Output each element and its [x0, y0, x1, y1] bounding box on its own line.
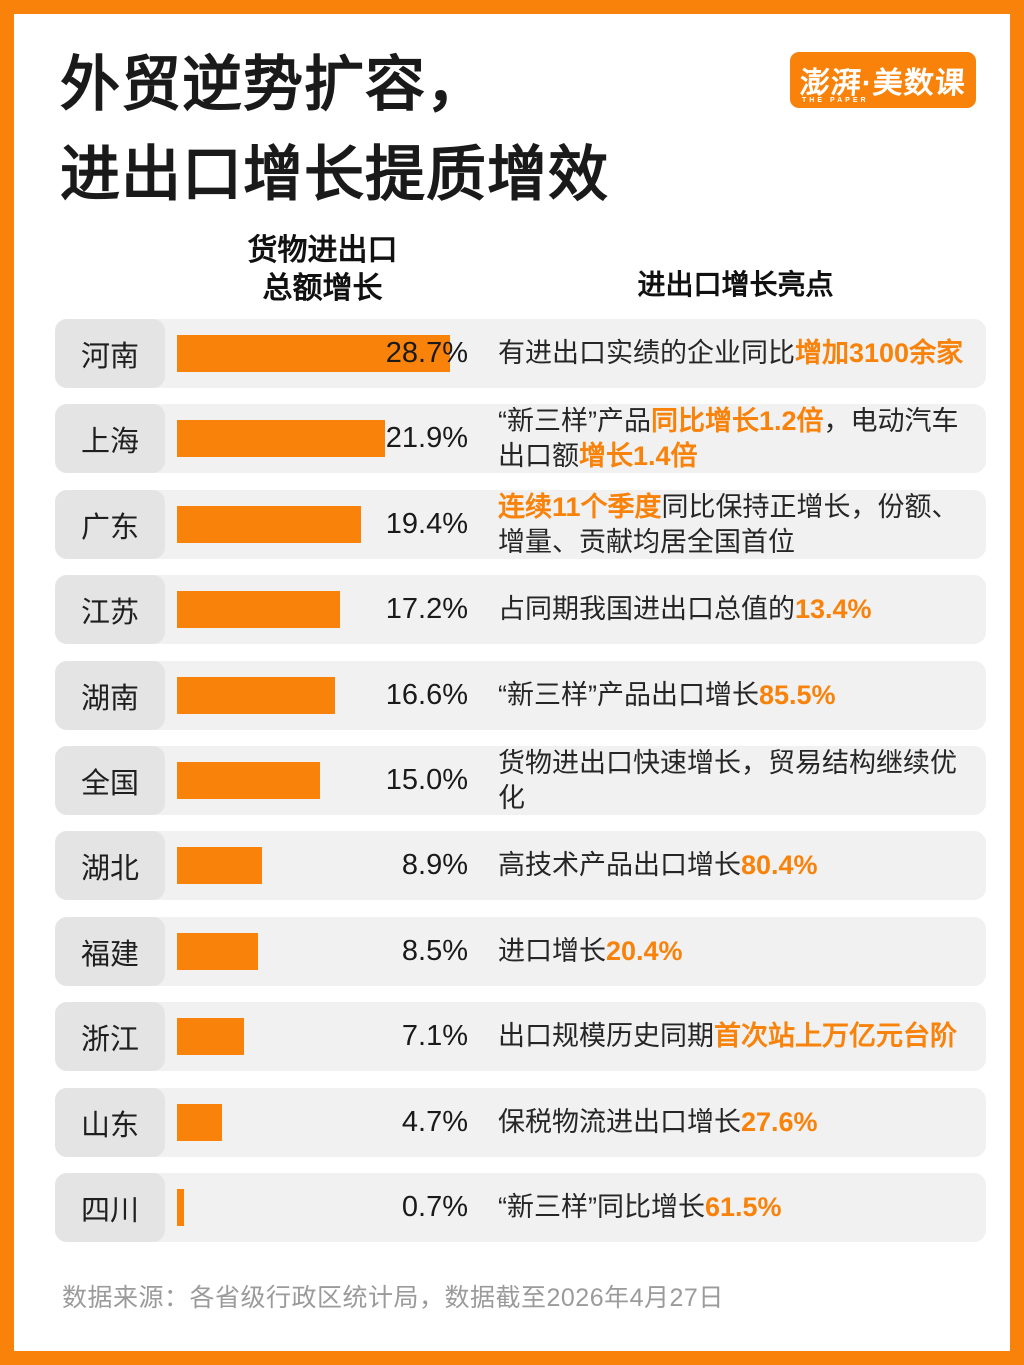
column-header-highlights: 进出口增长亮点 — [637, 269, 834, 300]
highlight-text: 出口规模历史同期首次站上万亿元台阶 — [498, 1021, 957, 1051]
page-title: 外贸逆势扩容， 进出口增长提质增效 — [60, 40, 609, 220]
highlight-text: 占同期我国进出口总值的13.4% — [498, 594, 872, 624]
publisher-logo: 澎湃·美数课 THE PAPER — [790, 52, 976, 108]
column-header-bar-line-1: 货物进出口 — [247, 234, 398, 267]
table-row: 上海 21.9% “新三样”产品同比增长1.2倍，电动汽车出口额增长1.4倍 — [55, 404, 986, 473]
bar-value-label: 19.4% — [385, 508, 468, 540]
table-row: 浙江 7.1% 出口规模历史同期首次站上万亿元台阶 — [55, 1002, 986, 1071]
page-title-line-2: 进出口增长提质增效 — [60, 141, 609, 208]
bar-value-label: 7.1% — [401, 1020, 468, 1052]
region-label: 全国 — [55, 746, 165, 815]
highlight-text: 高技术产品出口增长80.4% — [498, 850, 818, 880]
publisher-logo-subtext: THE PAPER — [802, 97, 869, 104]
bar-value-label: 21.9% — [385, 422, 468, 454]
bar-value-label: 8.5% — [401, 935, 468, 967]
region-label: 山东 — [55, 1088, 165, 1157]
bar — [177, 1104, 222, 1141]
table-row: 四川 0.7% “新三样”同比增长61.5% — [55, 1173, 986, 1242]
bar — [177, 1018, 244, 1055]
column-header-bar-values: 货物进出口 总额增长 — [177, 232, 468, 308]
bar — [177, 591, 340, 628]
table-row: 河南 28.7% 有进出口实绩的企业同比增加3100余家 — [55, 319, 986, 388]
table-row: 湖北 8.9% 高技术产品出口增长80.4% — [55, 831, 986, 900]
bar-value-label: 8.9% — [401, 849, 468, 881]
region-label: 福建 — [55, 917, 165, 986]
highlight-text: “新三样”产品同比增长1.2倍，电动汽车出口额增长1.4倍 — [498, 405, 959, 471]
bar-value-label: 16.6% — [385, 679, 468, 711]
table-row: 福建 8.5% 进口增长20.4% — [55, 917, 986, 986]
highlight-text: 货物进出口快速增长，贸易结构继续优化 — [498, 747, 957, 813]
bar — [177, 335, 450, 372]
region-label: 江苏 — [55, 575, 165, 644]
region-label: 浙江 — [55, 1002, 165, 1071]
highlight-text: 连续11个季度同比保持正增长，份额、增量、贡献均居全国首位 — [498, 491, 959, 557]
region-label: 四川 — [55, 1173, 165, 1242]
column-header-bar-line-2: 总额增长 — [262, 272, 383, 305]
bar-value-label: 0.7% — [401, 1191, 468, 1223]
bar — [177, 506, 361, 543]
bar-value-label: 15.0% — [385, 764, 468, 796]
bar-value-label: 28.7% — [385, 337, 468, 369]
bar — [177, 933, 258, 970]
region-label: 湖北 — [55, 831, 165, 900]
bar — [177, 1189, 184, 1226]
chart-rows: 河南 28.7% 有进出口实绩的企业同比增加3100余家 上海 21.9% “新… — [14, 14, 1010, 1351]
bar — [177, 420, 385, 457]
bar — [177, 847, 262, 884]
region-label: 上海 — [55, 404, 165, 473]
highlight-text: “新三样”产品出口增长85.5% — [498, 680, 836, 710]
highlight-text: “新三样”同比增长61.5% — [498, 1192, 782, 1222]
page-title-line-1: 外贸逆势扩容， — [60, 51, 487, 118]
table-row: 广东 19.4% 连续11个季度同比保持正增长，份额、增量、贡献均居全国首位 — [55, 490, 986, 559]
table-row: 山东 4.7% 保税物流进出口增长27.6% — [55, 1088, 986, 1157]
data-source-note: 数据来源：各省级行政区统计局，数据截至2026年4月27日 — [62, 1284, 724, 1312]
bar-value-label: 17.2% — [385, 593, 468, 625]
highlight-text: 保税物流进出口增长27.6% — [498, 1107, 818, 1137]
region-label: 湖南 — [55, 661, 165, 730]
bar — [177, 677, 335, 714]
table-row: 湖南 16.6% “新三样”产品出口增长85.5% — [55, 661, 986, 730]
highlight-text: 进口增长20.4% — [498, 936, 683, 966]
region-label: 河南 — [55, 319, 165, 388]
bar-value-label: 4.7% — [401, 1106, 468, 1138]
bar — [177, 762, 320, 799]
table-row: 江苏 17.2% 占同期我国进出口总值的13.4% — [55, 575, 986, 644]
region-label: 广东 — [55, 490, 165, 559]
highlight-text: 有进出口实绩的企业同比增加3100余家 — [498, 338, 964, 368]
table-row: 全国 15.0% 货物进出口快速增长，贸易结构继续优化 — [55, 746, 986, 815]
